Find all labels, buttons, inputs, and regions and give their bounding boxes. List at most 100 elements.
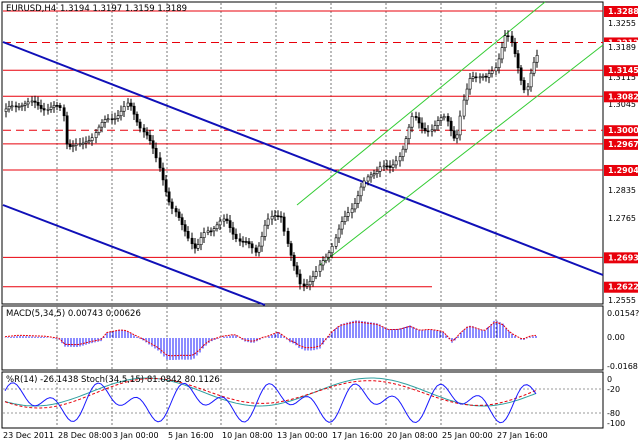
level-labels: 1.32881.32121.31451.30821.30001.29671.29… bbox=[604, 6, 639, 293]
candle-body bbox=[250, 243, 254, 249]
candle-body bbox=[132, 105, 136, 115]
level-label: 1.3145 bbox=[608, 66, 639, 75]
candle-body bbox=[337, 228, 341, 239]
candle-body bbox=[526, 86, 530, 91]
candle-body bbox=[292, 254, 296, 267]
candle-body bbox=[234, 233, 238, 240]
candle-body bbox=[362, 180, 366, 188]
stoch-tick: -80 bbox=[607, 409, 620, 418]
candle-body bbox=[206, 230, 210, 233]
candle-body bbox=[78, 143, 82, 146]
macd-signal-line bbox=[4, 321, 537, 357]
level-label: 1.2904 bbox=[608, 166, 639, 175]
candle-body bbox=[65, 115, 69, 145]
candle-body bbox=[529, 72, 533, 88]
candle-body bbox=[180, 217, 184, 225]
candle-body bbox=[222, 218, 226, 222]
candle-body bbox=[199, 237, 203, 245]
time-label: 13 Jan 00:00 bbox=[277, 431, 328, 440]
candle-body bbox=[167, 191, 171, 203]
level-label-box bbox=[604, 65, 638, 77]
candle-body bbox=[343, 216, 347, 222]
candle-body bbox=[260, 236, 264, 247]
candle-body bbox=[516, 53, 520, 69]
candle-body bbox=[23, 103, 27, 106]
candle-body bbox=[487, 73, 491, 78]
level-label: 1.3288 bbox=[608, 7, 639, 16]
candle-body bbox=[535, 55, 539, 63]
candle-body bbox=[36, 102, 40, 106]
candle-body bbox=[87, 140, 91, 143]
trend-line-lower bbox=[2, 204, 266, 306]
current-price: 1.3189 bbox=[608, 43, 636, 52]
candle-body bbox=[481, 75, 485, 78]
williams-r-line bbox=[4, 382, 537, 424]
candle-body bbox=[10, 105, 14, 108]
candle-body bbox=[391, 164, 395, 168]
stoch-d-line bbox=[4, 377, 537, 409]
candle-body bbox=[58, 105, 62, 109]
candle-body bbox=[119, 110, 123, 117]
candle-body bbox=[14, 105, 18, 108]
candle-body bbox=[138, 121, 142, 129]
level-label: 1.2967 bbox=[608, 140, 639, 149]
candle-body bbox=[423, 127, 427, 132]
candle-body bbox=[97, 126, 101, 133]
candle-body bbox=[39, 105, 43, 109]
candle-body bbox=[212, 228, 216, 232]
candle-body bbox=[506, 35, 510, 37]
candle-body bbox=[17, 106, 21, 108]
price-panel[interactable] bbox=[1, 1, 604, 305]
stoch-panel[interactable] bbox=[1, 371, 604, 429]
candle-body bbox=[407, 126, 411, 139]
candle-body bbox=[142, 127, 146, 133]
candle-body bbox=[106, 118, 110, 121]
candle-body bbox=[417, 117, 421, 124]
macd-label: MACD(5,34,5) 0.00743 0.00626 bbox=[6, 309, 141, 319]
candle-body bbox=[462, 99, 466, 117]
candle-body bbox=[404, 138, 408, 150]
candle-body bbox=[154, 147, 158, 159]
chart-symbol: EURUSD,H4 bbox=[6, 4, 56, 14]
candle-body bbox=[494, 67, 498, 72]
candle-body bbox=[305, 284, 309, 287]
candle-body bbox=[257, 245, 261, 253]
macd-axis: 0.0154? 0.00 -0.0168 bbox=[607, 309, 639, 371]
time-label: 28 Dec 08:00 bbox=[58, 431, 112, 440]
price-tick: 1.2555 bbox=[608, 296, 636, 305]
candle-body bbox=[458, 115, 462, 136]
candle-body bbox=[420, 122, 424, 129]
candle-body bbox=[62, 107, 66, 117]
candle-body bbox=[366, 176, 370, 182]
candle-body bbox=[359, 186, 363, 197]
level-label: 1.2622 bbox=[608, 283, 639, 292]
candle-body bbox=[26, 101, 30, 105]
candle-body bbox=[503, 35, 507, 48]
candle-body bbox=[135, 113, 139, 123]
stoch-k-line bbox=[4, 377, 537, 407]
candle-body bbox=[330, 245, 334, 254]
candle-body bbox=[202, 232, 206, 238]
candle-body bbox=[164, 179, 168, 193]
candle-body bbox=[510, 35, 514, 43]
candle-body bbox=[177, 211, 181, 218]
candle-body bbox=[372, 173, 376, 176]
channel-lower bbox=[319, 44, 604, 266]
stoch-tick: 0 bbox=[607, 375, 612, 384]
candle-body bbox=[81, 142, 85, 145]
candle-body bbox=[519, 67, 523, 81]
time-axis: 23 Dec 2011 28 Dec 08:00 3 Jan 00:00 5 J… bbox=[3, 431, 548, 440]
candle-body bbox=[378, 166, 382, 172]
price-tick: 1.3045 bbox=[608, 100, 636, 109]
channel-upper bbox=[296, 1, 546, 206]
candle-body bbox=[103, 119, 107, 123]
candle-body bbox=[84, 141, 88, 144]
candle-body bbox=[90, 137, 94, 141]
candle-body bbox=[385, 165, 389, 168]
candle-body bbox=[183, 224, 187, 232]
candle-body bbox=[334, 237, 338, 247]
candle-body bbox=[190, 237, 194, 245]
candle-body bbox=[174, 208, 178, 213]
